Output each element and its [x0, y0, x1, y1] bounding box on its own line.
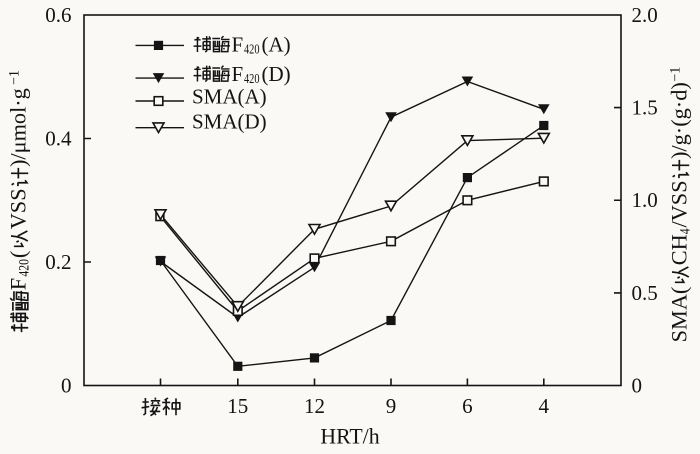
svg-text:420: 420 [244, 42, 260, 57]
svg-text:420: 420 [244, 71, 260, 86]
svg-text:0.2: 0.2 [45, 250, 71, 274]
svg-text:420: 420 [17, 259, 33, 277]
svg-text:F: F [232, 62, 244, 86]
svg-text:−1: −1 [6, 70, 22, 85]
svg-text:)/g·(g·d): )/g·(g·d) [667, 82, 692, 159]
svg-text:)/μmol·g: )/μmol·g [6, 88, 31, 167]
svg-text:1.5: 1.5 [632, 96, 658, 120]
svg-text:SMA(D): SMA(D) [192, 110, 267, 134]
svg-text:12: 12 [304, 394, 325, 418]
svg-text:0: 0 [632, 373, 643, 397]
svg-text:0: 0 [61, 373, 72, 397]
svg-text:9: 9 [386, 394, 397, 418]
svg-text:CH: CH [667, 234, 692, 265]
svg-text:2.0: 2.0 [632, 3, 658, 27]
svg-text:(D): (D) [262, 62, 291, 86]
svg-text:1.0: 1.0 [632, 188, 658, 212]
svg-text:6: 6 [462, 394, 473, 418]
svg-text:0.6: 0.6 [45, 3, 71, 27]
svg-text:VSS: VSS [6, 188, 31, 229]
svg-text:4: 4 [539, 394, 550, 418]
svg-text:SMA(: SMA( [667, 287, 692, 343]
svg-text:HRT/h: HRT/h [320, 425, 379, 449]
svg-text:−1: −1 [667, 67, 683, 82]
svg-text:0.5: 0.5 [632, 281, 658, 305]
svg-text:(: ( [6, 251, 31, 258]
svg-text:0.4: 0.4 [45, 126, 72, 150]
svg-text:15: 15 [227, 394, 248, 418]
svg-text:/VSS: /VSS [667, 180, 692, 227]
svg-text:(A): (A) [262, 33, 291, 57]
svg-text:SMA(A): SMA(A) [192, 85, 267, 109]
svg-text:4: 4 [678, 229, 694, 235]
svg-text:F: F [6, 278, 31, 290]
svg-text:F: F [232, 33, 244, 57]
